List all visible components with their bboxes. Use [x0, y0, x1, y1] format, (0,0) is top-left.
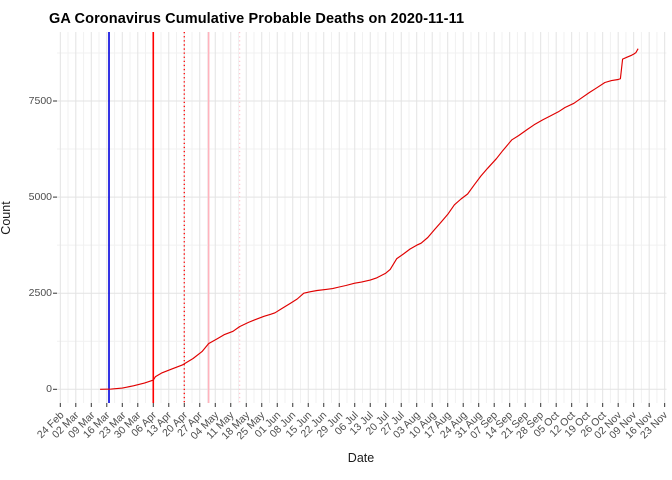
y-tick-label: 0 — [46, 383, 52, 396]
grid-minor-layer — [57, 32, 667, 403]
tick-marks-layer — [53, 100, 666, 407]
y-tick-label: 2500 — [28, 287, 52, 300]
event-vlines-layer — [108, 32, 241, 403]
x-axis-title: Date — [347, 451, 375, 465]
y-tick-label: 5000 — [28, 191, 52, 204]
chart-title: GA Coronavirus Cumulative Probable Death… — [49, 11, 465, 27]
series-layer — [100, 48, 639, 390]
grid-major-layer — [57, 32, 667, 403]
series-line-cumulative-probable-deaths — [100, 48, 639, 390]
y-tick-label: 7500 — [28, 95, 52, 107]
